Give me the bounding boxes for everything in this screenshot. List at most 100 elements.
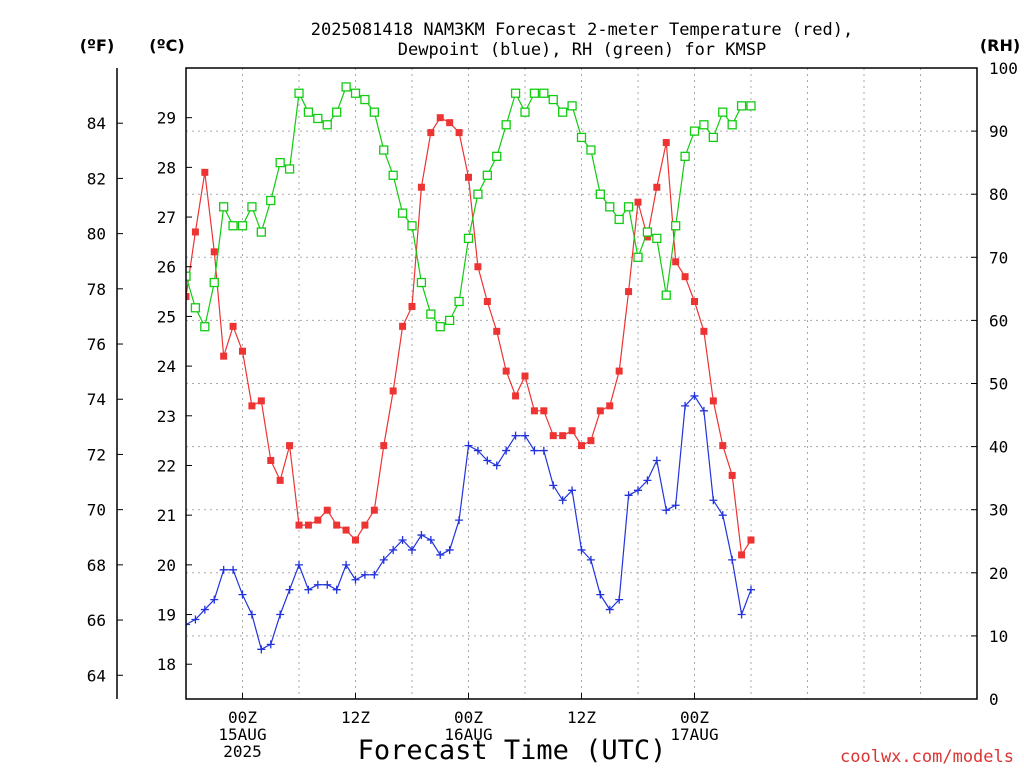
temperature-point (465, 173, 472, 181)
rh-tick-label: 10 (989, 627, 1008, 646)
rh-tick-label: 60 (989, 311, 1008, 330)
fahrenheit-tick-label: 76 (87, 335, 106, 354)
celsius-tick-label: 24 (157, 357, 176, 376)
dewpoint-point (436, 550, 445, 559)
time-tick-label: 12Z (341, 708, 370, 727)
rh-point (379, 145, 389, 155)
dewpoint-point (643, 476, 652, 485)
fahrenheit-axis: 64 66 68 70 72 74 76 78 80 82 84 (87, 114, 123, 685)
dewpoint-point (690, 391, 699, 400)
rh-point (237, 221, 248, 231)
rh-point (303, 107, 314, 117)
temperature-point (191, 228, 199, 236)
dewpoint-point (186, 620, 190, 629)
temperature-point (446, 119, 454, 127)
rh-point (388, 170, 398, 180)
dewpoint-point (408, 545, 416, 554)
celsius-axis: 18 19 20 21 22 23 24 25 26 27 28 29 (157, 109, 192, 674)
temperature-point (521, 372, 529, 380)
rh-point (190, 303, 201, 313)
dewpoint-point (247, 610, 256, 619)
temperature-point (530, 407, 538, 415)
dewpoint-point (699, 406, 708, 415)
watermark: coolwx.com/models (840, 747, 1014, 767)
rh-point (360, 94, 370, 105)
rh-point (746, 101, 756, 111)
rh-point (463, 233, 474, 244)
rh-point (510, 88, 521, 98)
temperature-point (738, 551, 746, 559)
dewpoint-point (577, 545, 586, 554)
temperature-point (662, 139, 670, 147)
dewpoint-point (681, 401, 690, 410)
rh-point (501, 120, 511, 130)
dewpoint-point (558, 496, 567, 505)
temperature-point (512, 392, 520, 400)
temperature-point (314, 516, 322, 524)
temperature-point (606, 402, 614, 410)
rh-point (671, 221, 681, 231)
temperature-point (286, 442, 294, 450)
rh-point (727, 120, 737, 130)
dewpoint-point (737, 610, 746, 619)
celsius-tick-label: 18 (157, 655, 176, 674)
rh-point (284, 164, 295, 174)
dewpoint-point (304, 585, 313, 594)
celsius-tick-label: 27 (157, 208, 176, 227)
temperature-point (681, 273, 689, 281)
temperature-point (578, 442, 585, 450)
rh-tick-label: 70 (989, 248, 1008, 267)
chart-title-line2: Dewpoint (blue), RH (green) for KMSP (398, 40, 766, 60)
temperature-point (643, 233, 651, 241)
temperature-point (267, 457, 275, 465)
series-layer (186, 82, 756, 654)
dewpoint-point (238, 590, 247, 599)
dewpoint-point (492, 461, 501, 470)
temperature-point (634, 198, 642, 206)
temperature-point (352, 536, 359, 544)
time-tick-label: 16AUG (444, 725, 492, 744)
temperature-point (625, 288, 633, 296)
temperature-point (342, 526, 350, 534)
temperature-point (333, 521, 341, 529)
rh-point (623, 202, 634, 212)
temperature-point (304, 521, 312, 529)
dewpoint-point (295, 560, 303, 569)
rh-axis-label: (RH) (980, 36, 1020, 55)
series-group (186, 82, 756, 654)
dewpoint-point (332, 585, 341, 594)
dewpoint-point (313, 580, 322, 589)
dewpoint-point (464, 441, 473, 450)
rh-axis: 0 10 20 30 40 50 60 70 80 90 100 (971, 59, 1018, 709)
rh-tick-label: 20 (989, 564, 1008, 583)
fahrenheit-tick-label: 70 (87, 501, 106, 520)
x-axis-label: Forecast Time (UTC) (358, 735, 667, 766)
temperature-point (295, 521, 303, 529)
rh-point (633, 252, 643, 262)
fahrenheit-tick-label: 80 (87, 225, 106, 244)
temperature-point (186, 293, 190, 301)
dewpoint-point (229, 565, 238, 574)
temperature-point (493, 327, 501, 335)
rh-point (614, 214, 624, 225)
dewpoint-point (652, 456, 661, 465)
dewpoint-point (473, 446, 482, 455)
temperature-point (248, 402, 256, 410)
time-tick-label: 17AUG (670, 725, 718, 744)
rh-point (708, 132, 718, 143)
dewpoint-point (257, 645, 266, 654)
dewpoint-point (276, 610, 285, 619)
temperature-point (436, 114, 444, 122)
dewpoint-point (426, 536, 435, 545)
celsius-tick-label: 25 (157, 307, 176, 326)
rh-point (313, 113, 323, 124)
temperature-point (483, 298, 491, 306)
temperature-point (540, 407, 548, 415)
time-tick-label: 00Z (680, 708, 709, 727)
grid-lines (186, 68, 977, 699)
dewpoint-point (530, 446, 539, 455)
dewpoint-point (634, 486, 642, 495)
rh-point (209, 277, 219, 288)
